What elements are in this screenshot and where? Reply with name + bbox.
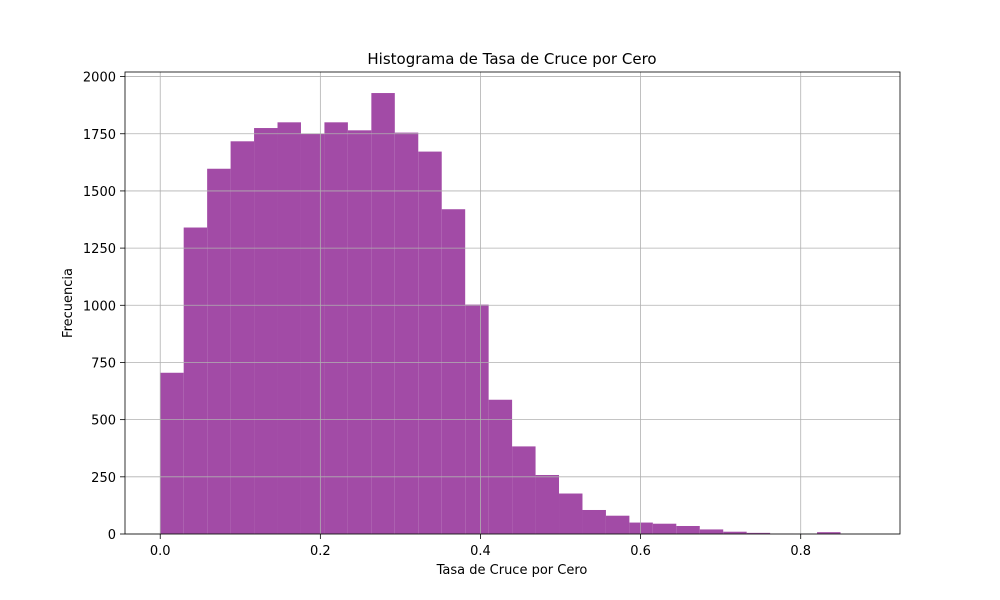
y-tick-label: 1000 (83, 299, 116, 314)
y-axis-ticks: 0 250 500 750 1000 1250 1500 1750 2000 (83, 71, 125, 543)
chart-title: Histograma de Tasa de Cruce por Cero (367, 50, 656, 68)
histogram-bar (629, 522, 653, 534)
histogram-bar (582, 509, 606, 534)
histogram-bar (300, 133, 325, 534)
histogram-bar (512, 446, 536, 534)
histogram-bar (746, 532, 771, 534)
histogram-bar (277, 122, 301, 534)
y-tick-label: 500 (91, 414, 116, 429)
histogram-bar (817, 532, 841, 534)
histogram-bar (535, 474, 560, 534)
histogram-bar (254, 128, 278, 534)
histogram-bar (394, 132, 419, 534)
y-tick-label: 1250 (83, 242, 116, 257)
histogram-bar (488, 399, 513, 534)
y-tick-label: 0 (108, 528, 116, 543)
histogram-bar (441, 209, 466, 534)
histogram-bar (559, 493, 583, 534)
histogram-bar (324, 122, 348, 534)
histogram-bar (347, 130, 372, 534)
histogram-bar (418, 151, 442, 534)
histogram-bars (160, 93, 841, 535)
histogram-bar (676, 525, 700, 534)
x-gridlines (159, 72, 802, 534)
y-axis-label: Frecuencia (61, 268, 76, 338)
y-tick-label: 250 (91, 471, 116, 486)
y-tick-label: 2000 (83, 71, 116, 86)
x-tick-label: 0.0 (150, 544, 171, 559)
histogram-bar (183, 227, 208, 534)
histogram-bar (207, 168, 231, 534)
histogram-bar (371, 93, 395, 534)
histogram-bar (230, 141, 255, 535)
histogram-bar (723, 531, 747, 534)
x-tick-label: 0.4 (470, 544, 491, 559)
histogram-bar (652, 523, 677, 534)
histogram-bar (699, 529, 724, 534)
histogram-bar (605, 515, 630, 534)
histogram-bar (160, 372, 184, 534)
y-tick-label: 1500 (83, 185, 116, 200)
x-tick-label: 0.8 (790, 544, 811, 559)
y-tick-label: 1750 (83, 128, 116, 143)
x-axis-label: Tasa de Cruce por Cero (436, 563, 588, 578)
x-axis-ticks: 0.0 0.2 0.4 0.6 0.8 (150, 534, 811, 559)
plot-frame (124, 71, 901, 535)
y-tick-label: 750 (91, 356, 116, 371)
x-tick-label: 0.6 (630, 544, 651, 559)
x-tick-label: 0.2 (310, 544, 331, 559)
